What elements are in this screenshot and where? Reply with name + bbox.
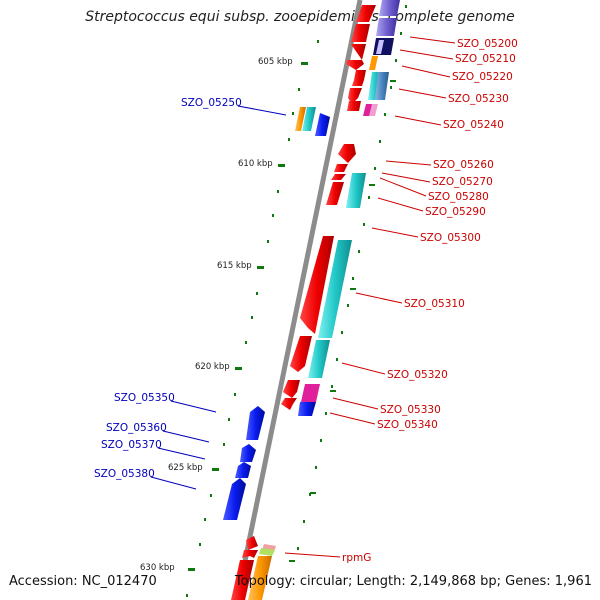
gene-track-ticks xyxy=(289,80,396,562)
gene-feature[interactable] xyxy=(248,544,276,600)
gene-feature[interactable] xyxy=(235,462,251,478)
gene-label-SZO_05320[interactable]: SZO_05320 xyxy=(387,369,448,381)
gene-label-SZO_05310[interactable]: SZO_05310 xyxy=(404,298,465,310)
gene-feature[interactable] xyxy=(318,240,352,338)
accession-text: Accession: NC_012470 xyxy=(9,574,157,589)
gene-feature[interactable] xyxy=(326,144,356,205)
gene-label-SZO_05340[interactable]: SZO_05340 xyxy=(377,419,438,431)
gene-feature[interactable] xyxy=(240,444,256,462)
gene-label-SZO_05270[interactable]: SZO_05270 xyxy=(432,176,493,188)
gene-label-SZO_05350[interactable]: SZO_05350 xyxy=(114,392,175,404)
tick-label-615: 615 kbp xyxy=(217,261,252,271)
gene-feature[interactable] xyxy=(308,340,330,378)
gene-feature[interactable] xyxy=(290,336,312,372)
tick-label-620: 620 kbp xyxy=(195,362,230,372)
gene-feature[interactable] xyxy=(363,104,378,116)
gene-label-SZO_05230[interactable]: SZO_05230 xyxy=(448,93,509,105)
gene-feature[interactable] xyxy=(246,406,265,440)
gene-feature[interactable] xyxy=(223,478,246,520)
gene-label-SZO_05240[interactable]: SZO_05240 xyxy=(443,119,504,131)
tick-label-625: 625 kbp xyxy=(168,463,203,473)
gene-label-SZO_05220[interactable]: SZO_05220 xyxy=(452,71,513,83)
gene-feature[interactable] xyxy=(369,0,400,70)
gene-label-SZO_05250[interactable]: SZO_05250 xyxy=(181,97,242,109)
gene-label-SZO_05300[interactable]: SZO_05300 xyxy=(420,232,481,244)
gene-label-SZO_05330[interactable]: SZO_05330 xyxy=(380,404,441,416)
gene-feature[interactable] xyxy=(368,72,389,100)
gene-label-SZO_05200[interactable]: SZO_05200 xyxy=(457,38,518,50)
gene-feature[interactable] xyxy=(231,536,258,600)
gene-label-SZO_05210[interactable]: SZO_05210 xyxy=(455,53,516,65)
gene-label-SZO_05280[interactable]: SZO_05280 xyxy=(428,191,489,203)
gene-label-SZO_05380[interactable]: SZO_05380 xyxy=(94,468,155,480)
gene-label-SZO_05260[interactable]: SZO_05260 xyxy=(433,159,494,171)
map-title: Streptococcus equi subsp. zooepidemicus,… xyxy=(85,9,515,25)
gene-label-SZO_05290[interactable]: SZO_05290 xyxy=(425,206,486,218)
outer-guide-dots xyxy=(297,5,407,550)
gene-label-SZO_05370[interactable]: SZO_05370 xyxy=(101,439,162,451)
gene-feature[interactable] xyxy=(346,5,376,111)
gene-feature[interactable] xyxy=(300,236,334,334)
gene-label-SZO_05360[interactable]: SZO_05360 xyxy=(106,422,167,434)
gene-feature[interactable] xyxy=(298,384,320,416)
genome-backbone xyxy=(234,0,363,600)
inner-guide-dots xyxy=(186,40,319,597)
topology-text: Topology: circular; Length: 2,149,868 bp… xyxy=(234,574,592,589)
tick-label-605: 605 kbp xyxy=(258,57,293,67)
tick-label-630: 630 kbp xyxy=(140,563,175,573)
gene-feature[interactable] xyxy=(281,380,300,410)
gene-label-rpmG[interactable]: rpmG xyxy=(342,552,371,564)
gene-feature[interactable] xyxy=(346,173,366,208)
gene-feature[interactable] xyxy=(295,107,330,136)
tick-label-610: 610 kbp xyxy=(238,159,273,169)
